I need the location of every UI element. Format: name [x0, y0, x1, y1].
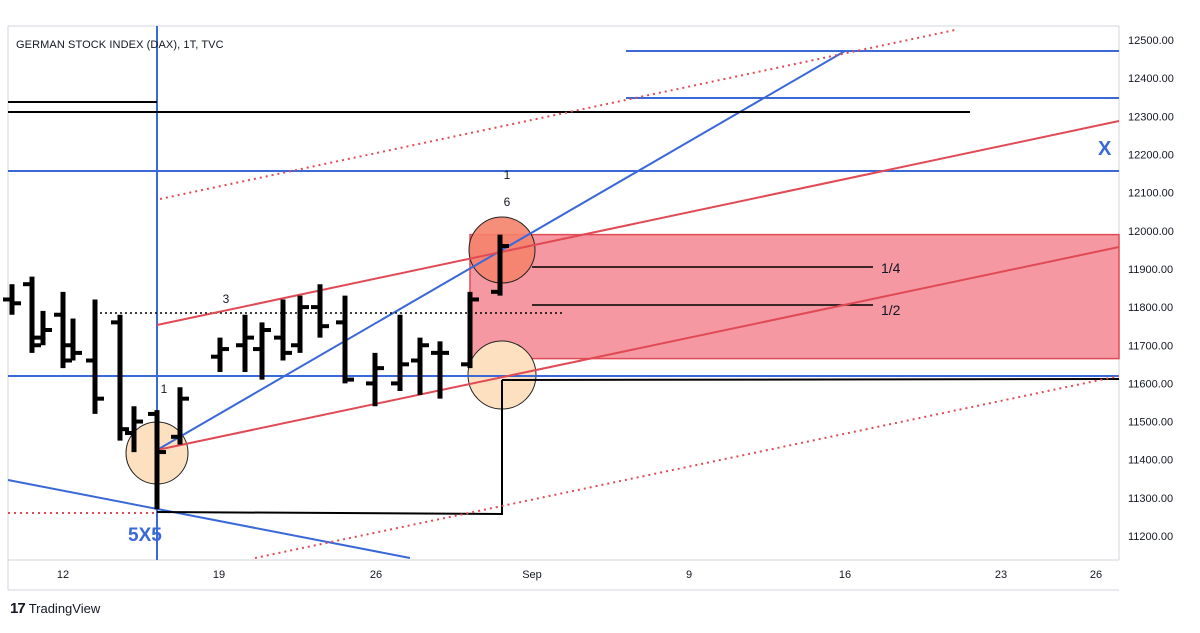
annotation-x: X — [1098, 138, 1112, 160]
price-tick-label: 11800.00 — [1128, 302, 1173, 314]
time-tick-label: 9 — [686, 569, 692, 581]
ohlc-bar — [211, 337, 229, 372]
blue-trendline-down — [7, 479, 411, 559]
time-tick-label: 12 — [57, 569, 69, 581]
annotation-1-top: 1 — [504, 168, 511, 182]
time-tick-label: Sep — [522, 569, 542, 581]
ohlc-bar — [274, 299, 292, 361]
price-tick-label: 12200.00 — [1128, 150, 1174, 162]
red-zone — [469, 233, 1120, 360]
red-channel-upper — [156, 120, 1120, 326]
annotation-quarter: 1/4 — [881, 260, 901, 276]
ohlc-bar — [336, 295, 354, 384]
chart-title: GERMAN STOCK INDEX (DAX), 1T, TVC — [16, 39, 224, 51]
black-level-low — [501, 378, 1120, 381]
price-tick-label: 11700.00 — [1128, 340, 1173, 352]
price-tick-label: 11400.00 — [1128, 455, 1173, 467]
annotation-3: 3 — [223, 292, 230, 306]
ohlc-bar — [86, 299, 104, 414]
ohlc-bar — [391, 314, 409, 392]
black-bracket — [156, 380, 503, 516]
ohlc-bar — [366, 352, 384, 407]
annotation-1-left: 1 — [161, 382, 168, 396]
time-tick-label: 19 — [213, 569, 225, 581]
ohlc-bar — [34, 310, 52, 346]
price-tick-label: 12500.00 — [1128, 35, 1174, 47]
price-tick-label: 11500.00 — [1128, 417, 1173, 429]
price-tick-label: 11900.00 — [1128, 264, 1173, 276]
tradingview-icon: 17 — [10, 600, 26, 617]
ohlc-bar — [411, 337, 429, 395]
time-axis-labels: 12 19 26 Sep 9 16 23 26 — [57, 569, 1102, 581]
price-bars — [3, 234, 509, 510]
price-tick-label: 12100.00 — [1128, 188, 1174, 200]
price-tick-label: 11600.00 — [1128, 378, 1173, 390]
price-tick-label: 12000.00 — [1128, 226, 1174, 238]
price-axis-labels: 11200.00 11300.00 11400.00 11500.00 11600.00… — [1128, 35, 1174, 543]
ohlc-bar — [311, 284, 329, 338]
price-tick-label: 11300.00 — [1128, 493, 1173, 505]
ohlc-bar — [253, 322, 271, 380]
time-tick-label: 23 — [995, 569, 1007, 581]
time-tick-label: 26 — [1090, 569, 1102, 581]
ohlc-bar — [64, 318, 82, 361]
price-tick-label: 12400.00 — [1128, 73, 1174, 85]
time-tick-label: 16 — [839, 569, 851, 581]
annotation-half: 1/2 — [881, 302, 901, 318]
price-tick-label: 11200.00 — [1128, 531, 1173, 543]
ohlc-bar — [236, 314, 254, 372]
ohlc-bar — [111, 314, 129, 441]
price-tick-label: 12300.00 — [1128, 111, 1174, 123]
annotation-5x5: 5X5 — [128, 525, 162, 546]
brand-name: TradingView — [28, 601, 101, 616]
ohlc-bar — [3, 284, 21, 315]
ohlc-bar — [23, 276, 41, 353]
ohlc-bar — [291, 295, 309, 353]
red-channel-lower — [156, 246, 1120, 451]
ohlc-bar — [171, 387, 189, 445]
ohlc-bar — [148, 410, 166, 510]
time-tick-label: 26 — [370, 569, 382, 581]
annotation-6: 6 — [504, 195, 511, 209]
ohlc-bar — [431, 341, 449, 399]
ohlc-bar — [125, 406, 143, 453]
ohlc-bar — [461, 291, 479, 369]
brand-logo[interactable]: 17 TradingView — [10, 600, 100, 617]
ohlc-bar — [491, 234, 509, 296]
